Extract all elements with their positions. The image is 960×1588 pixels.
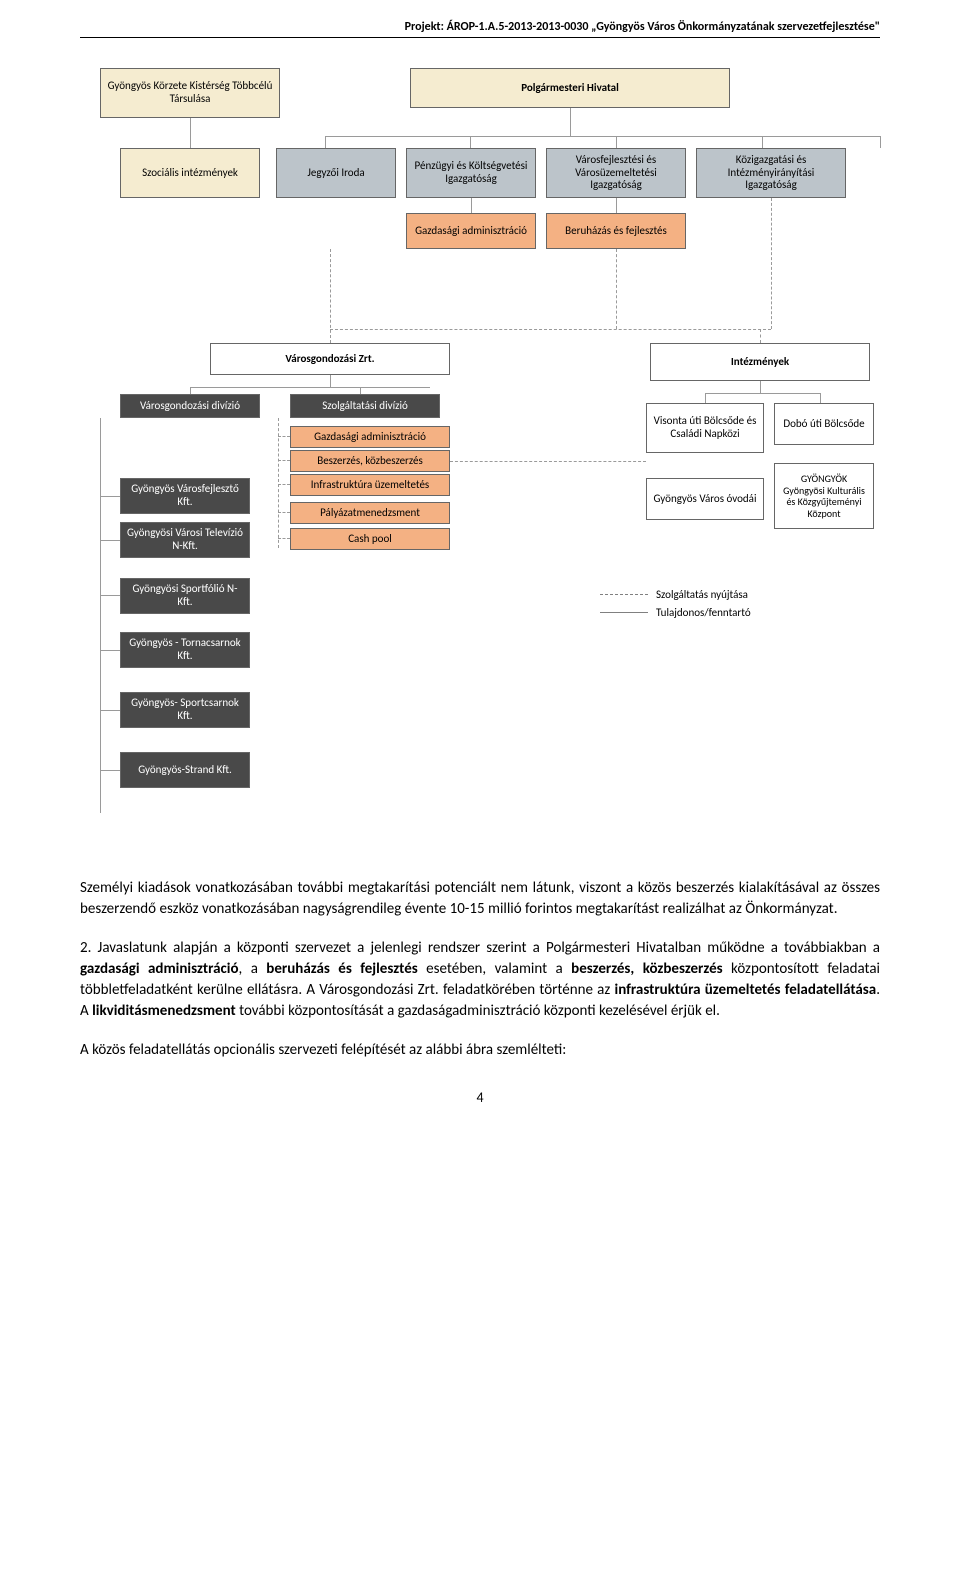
node-visonta: Visonta úti Bölcsőde és Családi Napközi xyxy=(646,403,764,453)
node-d5: Gyöngyös- Sportcsarnok Kft. xyxy=(120,692,250,728)
node-s-infra: Infrastruktúra üzemeltetés xyxy=(290,474,450,496)
node-s-palyazat: Pályázatmenedzsment xyxy=(290,502,450,524)
node-s-beszerzes: Beszerzés, közbeszerzés xyxy=(290,450,450,472)
node-d4: Gyöngyös - Tornacsarnok Kft. xyxy=(120,632,250,668)
org-chart: Gyöngyös Körzete Kistérség Többcélú Társ… xyxy=(80,68,880,858)
node-kozig: Közigazgatási és Intézményirányítási Iga… xyxy=(696,148,846,198)
legend-service: Szolgáltatás nyújtása xyxy=(600,588,748,601)
node-gazd-admin: Gazdasági adminisztráció xyxy=(406,213,536,249)
node-kisterseg: Gyöngyös Körzete Kistérség Többcélú Társ… xyxy=(100,68,280,118)
node-varosfejl: Városfejlesztési és Városüzemeltetési Ig… xyxy=(546,148,686,198)
legend-solid-icon xyxy=(600,612,648,613)
node-vg-zrt: Városgondozási Zrt. xyxy=(210,343,450,375)
node-s-cashpool: Cash pool xyxy=(290,528,450,550)
legend-dash-icon xyxy=(600,594,648,595)
node-d6: Gyöngyös-Strand Kft. xyxy=(120,752,250,788)
node-dobo: Dobó úti Bölcsőde xyxy=(774,403,874,445)
paragraph-3: A közös feladatellátás opcionális szerve… xyxy=(80,1040,880,1061)
node-d3: Gyöngyösi Sportfólió N-Kft. xyxy=(120,578,250,614)
paragraph-1: Személyi kiadások vonatkozásában további… xyxy=(80,878,880,920)
node-s-gazd: Gazdasági adminisztráció xyxy=(290,426,450,448)
page-header: Projekt: ÁROP-1.A.5-2013-2013-0030 „Gyön… xyxy=(80,20,880,38)
node-polgarmesteri: Polgármesteri Hivatal xyxy=(410,68,730,108)
legend-owner: Tulajdonos/fenntartó xyxy=(600,606,751,619)
node-d1: Gyöngyös Városfejlesztő Kft. xyxy=(120,478,250,514)
node-szocialis: Szociális intézmények xyxy=(120,148,260,198)
node-jegyzoi: Jegyzői Iroda xyxy=(276,148,396,198)
node-ovodai: Gyöngyös Város óvodái xyxy=(646,478,764,520)
legend-l1: Szolgáltatás nyújtása xyxy=(656,588,748,601)
node-szolg-divizio: Szolgáltatási divízió xyxy=(290,394,440,418)
node-d2: Gyöngyösi Városi Televízió N-Kft. xyxy=(120,522,250,558)
node-beruhazas: Beruházás és fejlesztés xyxy=(546,213,686,249)
page-number: 4 xyxy=(80,1089,880,1106)
node-penzugyi: Pénzügyi és Költségvetési Igazgatóság xyxy=(406,148,536,198)
node-vg-divizio: Városgondozási divízió xyxy=(120,394,260,418)
body-text: Személyi kiadások vonatkozásában további… xyxy=(80,878,880,1061)
node-gyongyok: GYÖNGYÖK Gyöngyösi Kulturális és Közgyűj… xyxy=(774,463,874,529)
legend-l2: Tulajdonos/fenntartó xyxy=(656,606,751,619)
paragraph-2: 2. Javaslatunk alapján a központi szerve… xyxy=(80,938,880,1022)
node-intezmenyek: Intézmények xyxy=(650,343,870,381)
